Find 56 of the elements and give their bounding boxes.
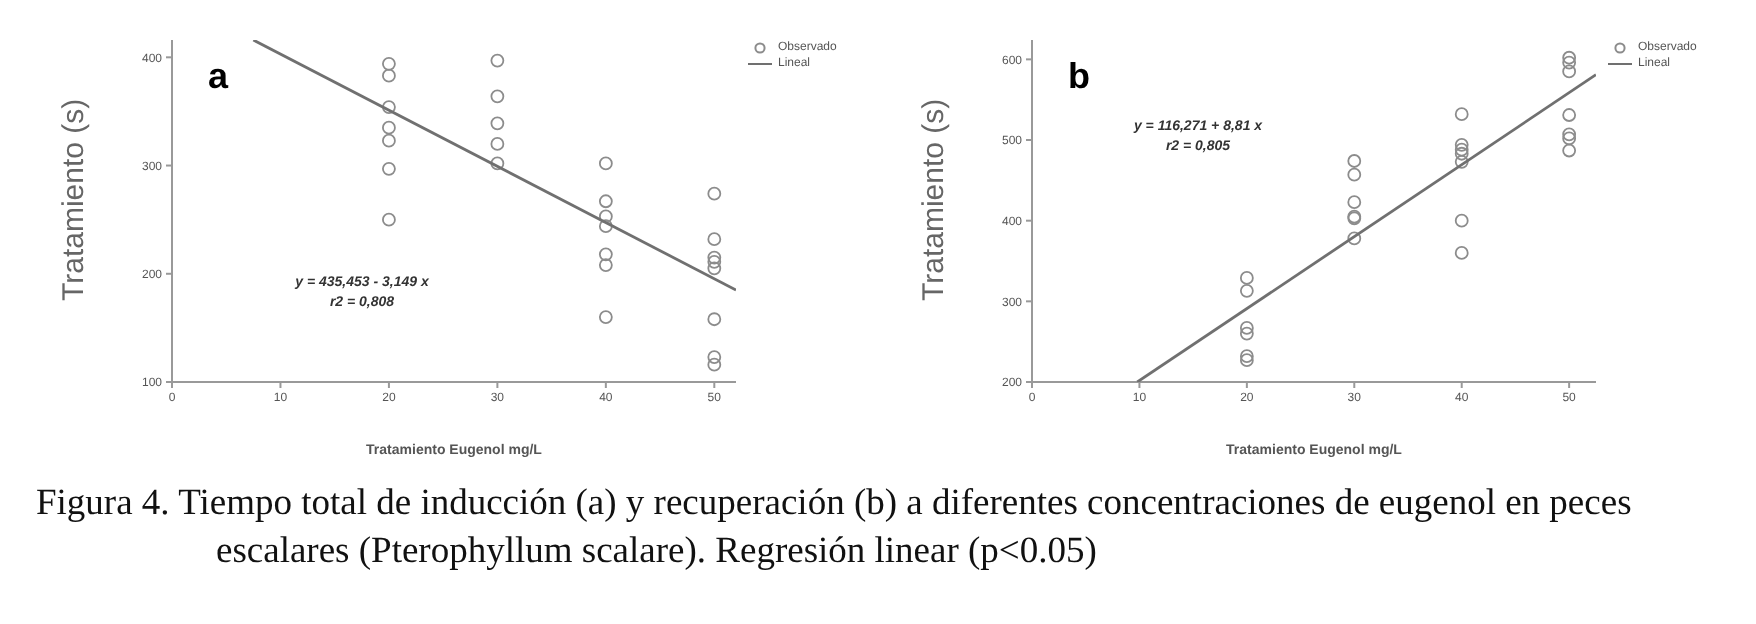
text: Figura 4. Tiempo total de inducción (a) y recuperación (b) a diferentes concentraciones de eugenol en peces escalares (Pterophyllum scalare). Regresión linear (p<0.05) — [36, 482, 1634, 576]
point — [382, 100, 396, 114]
point — [382, 133, 396, 148]
point — [598, 194, 613, 209]
point — [1239, 271, 1254, 285]
point — [1239, 321, 1254, 335]
point — [1347, 195, 1362, 210]
point — [1562, 50, 1577, 65]
y-axis-title: Tratamiento (s) — [916, 98, 951, 301]
point — [1562, 55, 1577, 70]
point — [1562, 131, 1577, 146]
point — [1454, 213, 1469, 228]
point — [707, 254, 722, 269]
point — [598, 247, 613, 262]
point — [707, 357, 722, 372]
point — [382, 161, 396, 176]
point — [598, 156, 613, 171]
point — [490, 89, 505, 104]
point — [1562, 143, 1577, 158]
point — [382, 68, 396, 83]
point — [1347, 231, 1362, 246]
point — [1562, 64, 1577, 79]
point — [1239, 349, 1254, 364]
point — [707, 186, 722, 201]
point — [707, 250, 722, 265]
point — [490, 156, 505, 171]
point — [382, 120, 396, 135]
point — [382, 212, 396, 227]
point — [1454, 246, 1469, 260]
point — [490, 53, 505, 68]
point — [598, 219, 613, 234]
point — [1454, 137, 1469, 152]
y-axis-title: Tratamiento (s) — [56, 98, 91, 301]
point — [1347, 167, 1362, 182]
point — [490, 137, 505, 151]
point — [707, 312, 722, 327]
point — [598, 310, 613, 324]
point — [1347, 154, 1362, 168]
point — [707, 350, 722, 365]
point — [1562, 108, 1577, 122]
point — [707, 232, 722, 247]
point — [707, 261, 722, 276]
point — [598, 258, 613, 273]
point — [1239, 283, 1254, 298]
point — [1454, 142, 1469, 157]
annotation: b — [1068, 56, 1090, 98]
point — [1454, 146, 1469, 161]
point — [1562, 127, 1577, 142]
point — [1454, 107, 1469, 122]
point — [382, 56, 396, 71]
annotation: a — [208, 56, 229, 98]
point — [1239, 326, 1254, 341]
point — [598, 209, 613, 224]
point — [1454, 154, 1469, 169]
point — [1239, 353, 1254, 368]
point — [490, 116, 505, 131]
